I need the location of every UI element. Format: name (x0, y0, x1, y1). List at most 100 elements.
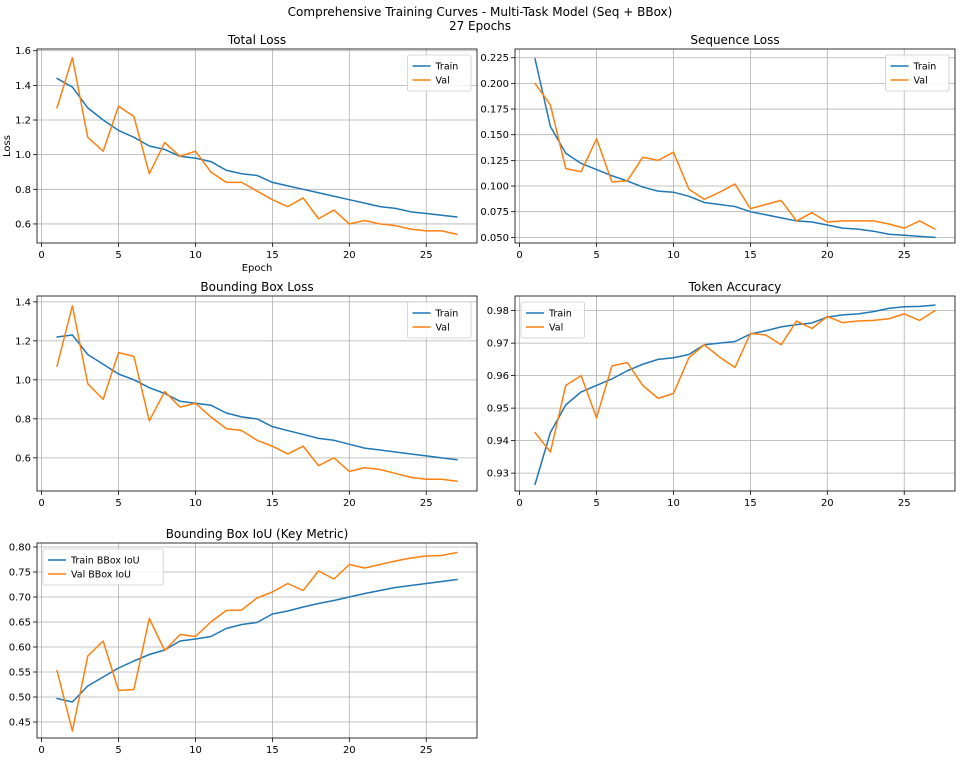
sequence-loss-chart: Sequence Loss 0 5 10 15 20 25 0.050 0.075 0.100 0.… (480, 33, 956, 261)
token-accuracy-ytick-label-0: 0.93 (487, 469, 509, 480)
total-loss-series-val-line (56, 56, 458, 236)
token-accuracy-chart: Token Accuracy 0 5 10 15 20 25 0.93 0.94 0.95 0.96… (487, 280, 956, 509)
sequence-loss-ytick-label-7: 0.225 (480, 53, 509, 64)
total-loss-xtick-label-25: 25 (420, 250, 433, 261)
token-accuracy-legend-frame (520, 301, 585, 339)
token-accuracy-xtick-label-25: 25 (898, 498, 911, 509)
token-accuracy-series-train-line (534, 304, 936, 486)
charts-grid: Total Loss 0 5 10 15 20 25 0.6 0.8 1.0 1.2 1.4 1.6 Ep… (2, 33, 956, 756)
bbox-loss-legend-frame (407, 301, 472, 339)
sequence-loss-legend-label-0: Train (913, 62, 937, 73)
total-loss-ytick-label-3: 1.2 (15, 116, 31, 127)
token-accuracy-xtick-label-5: 5 (593, 498, 599, 509)
bbox-iou-xtick-label-0: 0 (38, 745, 44, 756)
figure-title: Comprehensive Training Curves - Multi-Ta… (288, 5, 673, 19)
total-loss-ytick-label-0: 0.6 (15, 219, 31, 230)
total-loss-legend-label-0: Train (435, 62, 459, 73)
token-accuracy-xtick-label-0: 0 (516, 498, 522, 509)
sequence-loss-axes-frame (514, 48, 956, 244)
sequence-loss-xtick-label-20: 20 (821, 250, 834, 261)
sequence-loss-legend-frame (885, 54, 950, 92)
token-accuracy-legend-label-0: Train (548, 309, 572, 320)
bbox-iou-ytick-label-2: 0.55 (9, 668, 31, 679)
bbox-loss-xtick-label-15: 15 (266, 498, 279, 509)
bbox-iou-xtick-label-15: 15 (266, 745, 279, 756)
token-accuracy-series-val-line (534, 309, 936, 453)
bbox-loss-ytick-label-0: 0.6 (15, 453, 31, 464)
token-accuracy-ytick-label-3: 0.96 (487, 371, 509, 382)
token-accuracy-xtick-label-15: 15 (744, 498, 757, 509)
bbox-loss-series-val-line (56, 305, 458, 482)
bbox-iou-ytick-label-1: 0.50 (9, 693, 31, 704)
bbox-loss-ytick-label-2: 1.0 (15, 375, 31, 386)
bbox-loss-title: Bounding Box Loss (200, 280, 313, 294)
token-accuracy-ytick-label-2: 0.95 (487, 404, 509, 415)
total-loss-ytick-label-2: 1.0 (15, 150, 31, 161)
total-loss-legend-frame (407, 54, 472, 92)
bbox-loss-legend-label-1: Val (436, 323, 450, 334)
total-loss-xtick-label-0: 0 (38, 250, 44, 261)
bbox-iou-xtick-label-10: 10 (189, 745, 202, 756)
total-loss-xtick-label-20: 20 (343, 250, 356, 261)
token-accuracy-axes-frame (514, 295, 956, 492)
sequence-loss-legend-label-1: Val (914, 76, 928, 87)
bbox-iou-legend-frame (42, 548, 164, 586)
sequence-loss-ytick-label-2: 0.100 (480, 182, 509, 193)
bbox-iou-title: Bounding Box IoU (Key Metric) (166, 527, 349, 541)
bbox-loss-chart: Bounding Box Loss 0 5 10 15 20 25 0.6 0.8 1.0 1.2 1… (15, 280, 478, 509)
total-loss-ylabel: Loss (2, 135, 13, 157)
sequence-loss-series-train-line (534, 58, 936, 239)
bbox-loss-xtick-label-10: 10 (189, 498, 202, 509)
total-loss-axes-frame (36, 48, 478, 244)
sequence-loss-ytick-label-1: 0.075 (480, 207, 509, 218)
total-loss-legend: Train Val (407, 54, 472, 92)
total-loss-chart: Total Loss 0 5 10 15 20 25 0.6 0.8 1.0 1.2 1.4 1.6 Ep… (2, 33, 478, 274)
bbox-iou-ytick-label-5: 0.70 (9, 593, 31, 604)
total-loss-xlabel: Epoch (242, 263, 273, 274)
bbox-iou-axes-frame (36, 542, 478, 739)
total-loss-xtick-label-10: 10 (189, 250, 202, 261)
token-accuracy-ytick-label-4: 0.97 (487, 339, 509, 350)
bbox-loss-ytick-label-1: 0.8 (15, 414, 31, 425)
bbox-iou-chart: Bounding Box IoU (Key Metric) 0 5 10 15 20 25 0… (9, 527, 478, 756)
token-accuracy-ytick-label-1: 0.94 (487, 436, 509, 447)
total-loss-title: Total Loss (227, 33, 286, 47)
bbox-iou-ytick-label-0: 0.45 (9, 718, 31, 729)
bbox-iou-legend: Train BBox IoU Val BBox IoU (42, 548, 164, 586)
bbox-iou-legend-label-0: Train BBox IoU (70, 556, 140, 567)
sequence-loss-ytick-label-3: 0.125 (480, 156, 509, 167)
sequence-loss-legend: Train Val (885, 54, 950, 92)
sequence-loss-ytick-label-5: 0.175 (480, 105, 509, 116)
bbox-loss-legend-label-0: Train (435, 309, 459, 320)
sequence-loss-ytick-label-6: 0.200 (480, 79, 509, 90)
bbox-loss-axes-frame (36, 295, 478, 492)
bbox-loss-series-train-line (56, 334, 458, 461)
bbox-iou-xtick-label-5: 5 (115, 745, 121, 756)
bbox-loss-xtick-label-20: 20 (343, 498, 356, 509)
figure-subtitle: 27 Epochs (449, 19, 511, 33)
total-loss-legend-label-1: Val (436, 76, 450, 87)
token-accuracy-legend-label-1: Val (549, 323, 563, 334)
sequence-loss-xtick-label-5: 5 (593, 250, 599, 261)
token-accuracy-legend: Train Val (520, 301, 585, 339)
sequence-loss-xtick-label-15: 15 (744, 250, 757, 261)
token-accuracy-ytick-label-5: 0.98 (487, 306, 509, 317)
token-accuracy-xtick-label-10: 10 (667, 498, 680, 509)
bbox-loss-ytick-label-3: 1.2 (15, 336, 31, 347)
bbox-iou-ytick-label-3: 0.60 (9, 643, 31, 654)
total-loss-ytick-label-5: 1.6 (15, 46, 31, 57)
bbox-iou-ytick-label-6: 0.75 (9, 568, 31, 579)
bbox-iou-xtick-label-20: 20 (343, 745, 356, 756)
bbox-iou-series-val-line (56, 551, 458, 732)
bbox-iou-ytick-label-7: 0.80 (9, 543, 31, 554)
sequence-loss-xtick-label-10: 10 (667, 250, 680, 261)
sequence-loss-series-val-line (534, 82, 936, 230)
bbox-loss-xtick-label-0: 0 (38, 498, 44, 509)
sequence-loss-xtick-label-0: 0 (516, 250, 522, 261)
bbox-loss-xtick-label-25: 25 (420, 498, 433, 509)
sequence-loss-title: Sequence Loss (690, 33, 779, 47)
bbox-loss-ytick-label-4: 1.4 (15, 297, 31, 308)
total-loss-xtick-label-5: 5 (115, 250, 121, 261)
token-accuracy-title: Token Accuracy (688, 280, 782, 294)
